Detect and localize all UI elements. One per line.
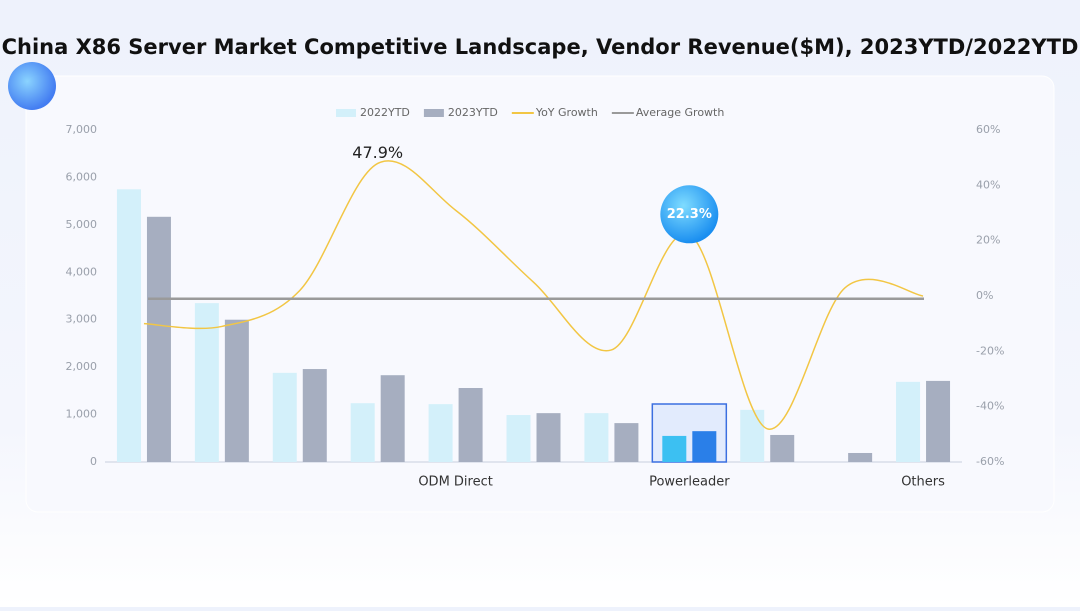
bar: [536, 413, 561, 462]
yoy-line: [143, 160, 924, 430]
x-tick-label: Powerleader: [649, 475, 730, 490]
y-tick-label: 6,000: [66, 170, 98, 183]
y2-tick-label: -60%: [976, 455, 1004, 468]
y2-tick-label: 0%: [976, 289, 993, 302]
legend-label: YoY Growth: [535, 106, 598, 119]
legend-swatch: [423, 109, 444, 117]
bar: [146, 216, 171, 462]
bar: [692, 431, 717, 462]
legend-label: 2022YTD: [360, 106, 410, 119]
y-tick-label: 5,000: [66, 218, 98, 231]
bar: [380, 375, 405, 462]
y2-tick-label: 40%: [976, 178, 1000, 191]
bar: [116, 189, 141, 463]
bar: [302, 369, 327, 462]
bar: [770, 434, 795, 462]
bar: [458, 388, 483, 462]
bar: [740, 409, 765, 462]
y-tick-label: 3,000: [66, 313, 98, 326]
y2-tick-label: -40%: [976, 400, 1004, 413]
chart-title: China X86 Server Market Competitive Land…: [2, 35, 1079, 59]
y-tick-label: 1,000: [66, 408, 98, 421]
bar: [848, 452, 873, 462]
bar: [926, 380, 951, 462]
decor-orb: [8, 62, 56, 110]
y2-tick-label: -20%: [976, 344, 1004, 357]
bar: [662, 435, 687, 462]
y2-tick-label: 20%: [976, 234, 1000, 247]
y-tick-label: 7,000: [66, 123, 98, 136]
bar: [506, 415, 531, 462]
y-tick-label: 2,000: [66, 360, 98, 373]
y2-tick-label: 60%: [976, 123, 1000, 136]
value-label: 47.9%: [352, 143, 403, 162]
x-tick-label: Others: [901, 475, 945, 490]
bar: [224, 319, 249, 462]
bar: [272, 372, 297, 462]
x-tick-label: ODM Direct: [418, 475, 493, 490]
legend-swatch: [336, 109, 356, 117]
bar: [614, 423, 639, 462]
value-label: 22.3%: [667, 207, 712, 222]
bar: [194, 303, 219, 462]
bar: [350, 403, 375, 462]
bar: [584, 413, 609, 462]
value-bubble: [660, 185, 719, 244]
y-tick-label: 4,000: [66, 265, 98, 278]
bar: [896, 381, 921, 462]
bar: [428, 404, 453, 462]
legend-label: Average Growth: [636, 106, 725, 119]
y-tick-label: 0: [90, 455, 97, 468]
legend-label: 2023YTD: [448, 106, 498, 119]
